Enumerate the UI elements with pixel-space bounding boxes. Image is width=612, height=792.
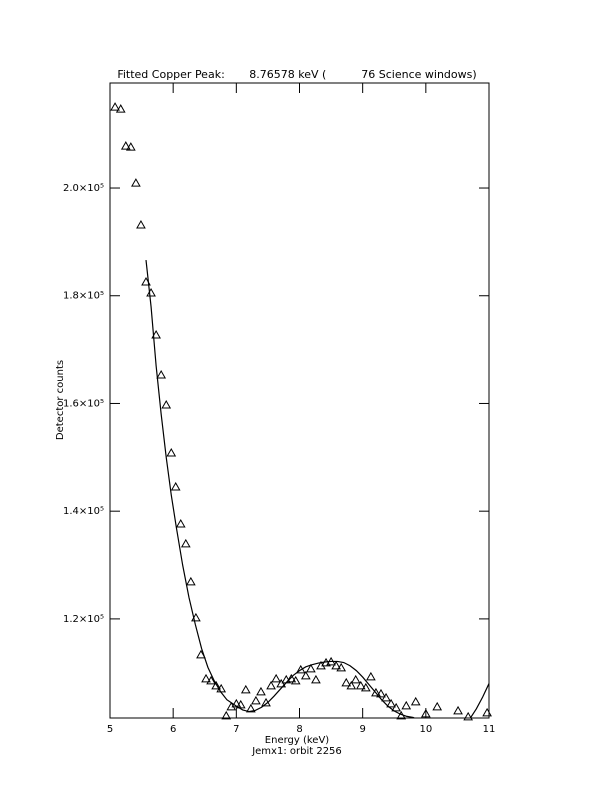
data-point	[286, 673, 297, 683]
x-tick-label: 8	[296, 724, 302, 735]
data-point	[331, 660, 341, 670]
data-point	[410, 696, 421, 706]
data-point	[420, 708, 431, 718]
data-point	[136, 220, 146, 229]
y-tick-label: 1.8×10⁵	[63, 291, 104, 302]
data-point	[432, 701, 443, 711]
y-axis-label: Detector counts	[55, 360, 66, 440]
x-tick-label: 7	[233, 724, 239, 735]
chart-title: Fitted Copper Peak: 8.76578 keV ( 76 Sci…	[117, 68, 476, 81]
data-point	[453, 705, 463, 715]
data-point	[401, 700, 412, 710]
data-point	[115, 104, 126, 113]
data-point	[350, 674, 361, 684]
data-point	[185, 576, 196, 586]
x-tick-label: 5	[107, 724, 113, 735]
data-point	[110, 102, 120, 111]
data-point	[180, 538, 191, 548]
x-tick-label: 11	[483, 724, 496, 735]
data-point	[300, 670, 311, 680]
data-point	[346, 680, 357, 690]
data-point	[266, 680, 276, 690]
data-point	[221, 710, 232, 720]
y-tick-label: 2.0×10⁵	[63, 183, 104, 194]
data-point	[336, 662, 347, 672]
x-tick-label: 9	[359, 724, 365, 735]
data-point	[240, 684, 251, 694]
fit-line	[145, 259, 489, 718]
data-point	[161, 399, 172, 409]
data-point	[175, 518, 186, 528]
y-tick-label: 1.4×10⁵	[63, 506, 104, 517]
data-point	[360, 682, 371, 692]
data-point	[120, 141, 131, 150]
x-axis-label: Energy (keV)	[265, 735, 330, 746]
data-point	[151, 329, 161, 339]
data-point	[206, 675, 216, 685]
data-point	[290, 675, 301, 685]
data-point	[482, 707, 492, 717]
data-point	[376, 688, 386, 698]
data-point	[295, 664, 306, 674]
data-point	[381, 692, 391, 702]
data-point	[311, 674, 321, 684]
data-point	[355, 680, 366, 690]
y-tick-label: 1.2×10⁵	[63, 614, 104, 625]
x-tick-label: 10	[419, 724, 432, 735]
data-point	[235, 699, 246, 709]
data-point	[131, 178, 141, 187]
data-point	[271, 673, 281, 683]
data-point	[366, 671, 376, 681]
data-point	[156, 369, 167, 379]
data-point	[386, 698, 396, 708]
data-point	[226, 701, 237, 711]
data-point	[201, 673, 211, 683]
subtitle: Jemx1: orbit 2256	[251, 746, 342, 757]
data-point	[231, 698, 242, 708]
x-tick-label: 6	[170, 724, 176, 735]
data-point	[391, 702, 402, 712]
data-point	[316, 660, 326, 670]
data-point	[256, 686, 266, 696]
data-point	[246, 703, 256, 713]
data-point	[211, 680, 221, 690]
data-point	[251, 695, 261, 705]
data-point	[463, 711, 474, 721]
data-point	[170, 481, 181, 491]
y-tick-label: 1.6×10⁵	[63, 398, 104, 409]
data-point	[306, 663, 316, 673]
data-point	[125, 142, 136, 151]
data-point	[166, 447, 177, 457]
data-point	[341, 677, 352, 687]
data-point	[371, 687, 381, 697]
